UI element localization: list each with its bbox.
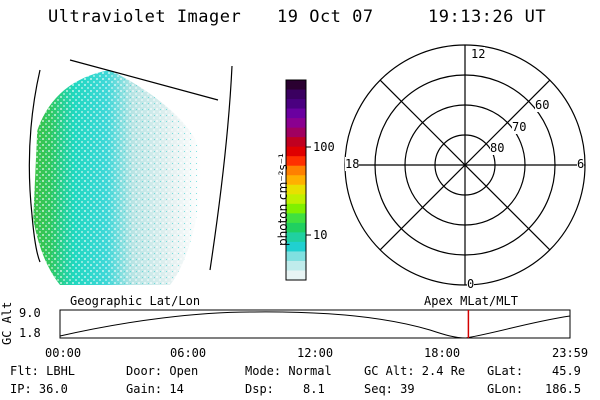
polar-label-6: 6 — [577, 157, 585, 171]
timeline-left-title: Geographic Lat/Lon — [70, 294, 201, 308]
colorbar-segment — [286, 270, 306, 281]
polar-label-lat-80: 80 — [490, 141, 505, 155]
colorbar-segment — [286, 108, 306, 119]
colorbar-frame — [285, 79, 307, 281]
altitude-curve — [59, 311, 571, 339]
colorbar-segment — [286, 137, 306, 148]
colorbar-tick-label-100: 100 — [313, 140, 335, 154]
time-label: 19:13:26 UT — [428, 7, 547, 27]
timeline-frame — [59, 309, 571, 339]
colorbar-segment — [286, 146, 306, 157]
footer-flt: Flt: LBHL — [10, 364, 76, 378]
footer-gain: Gain: 14 — [126, 382, 184, 396]
colorbar-segment — [286, 118, 306, 129]
footer-mode: Mode: Normal — [245, 364, 332, 378]
timeline-ymax: 9.0 — [19, 306, 41, 320]
timeline-right-title: Apex MLat/MLT — [424, 294, 518, 308]
polar-label-18: 18 — [345, 157, 360, 171]
footer-glon-label: GLon: — [487, 382, 524, 396]
colorbar-segment — [286, 241, 306, 253]
colorbar-segment — [286, 260, 306, 272]
timeline-xtick-0: 00:00 — [45, 346, 82, 360]
polar-label-0: 0 — [467, 277, 475, 291]
colorbar-segment — [286, 194, 306, 205]
footer-ip: IP: 36.0 — [10, 382, 68, 396]
footer-glat-label: GLat: — [487, 364, 524, 378]
colorbar-segment — [286, 165, 306, 176]
colorbar-segment — [286, 222, 306, 233]
colorbar-segment — [286, 156, 306, 167]
colorbar-segment — [286, 184, 306, 195]
footer-glon-value: 186.5 — [545, 382, 582, 396]
colorbar-segment — [286, 80, 306, 91]
timeline-xtick-3: 18:00 — [424, 346, 461, 360]
timeline-xtick-1: 06:00 — [170, 346, 207, 360]
footer-dsp-value: 8.1 — [303, 382, 325, 396]
colorbar-segment — [286, 213, 306, 224]
footer-door: Door: Open — [126, 364, 199, 378]
instrument-title: Ultraviolet Imager — [48, 7, 242, 27]
polar-label-12: 12 — [471, 47, 486, 61]
colorbar-tick-label-10: 10 — [313, 228, 328, 242]
colorbar-segment — [286, 89, 306, 100]
timeline-xtick-2: 12:00 — [297, 346, 334, 360]
timeline-xtick-4: 23:59 — [552, 346, 589, 360]
frame-line-left — [28, 69, 41, 263]
frame-line-top — [69, 59, 219, 101]
polar-axis-diag-2 — [379, 79, 551, 251]
colorbar-segment — [286, 251, 306, 262]
polar-label-lat-60: 60 — [535, 98, 550, 112]
footer-seq: Seq: 39 — [364, 382, 415, 396]
colorbar-segment — [286, 127, 306, 138]
footer-dsp-label: Dsp: — [245, 382, 274, 396]
emission-map — [30, 70, 201, 285]
polar-label-lat-70: 70 — [512, 120, 527, 134]
timeline-ymin: 1.8 — [19, 326, 41, 340]
date-label: 19 Oct 07 — [277, 7, 374, 27]
colorbar-segment — [286, 175, 306, 186]
footer-glat-value: 45.9 — [552, 364, 581, 378]
footer-gcalt: GC Alt: 2.4 Re — [364, 364, 466, 378]
colorbar-segment — [286, 232, 306, 243]
colorbar-segment — [286, 99, 306, 110]
colorbar-segment — [286, 203, 306, 214]
frame-line-right — [209, 65, 233, 271]
